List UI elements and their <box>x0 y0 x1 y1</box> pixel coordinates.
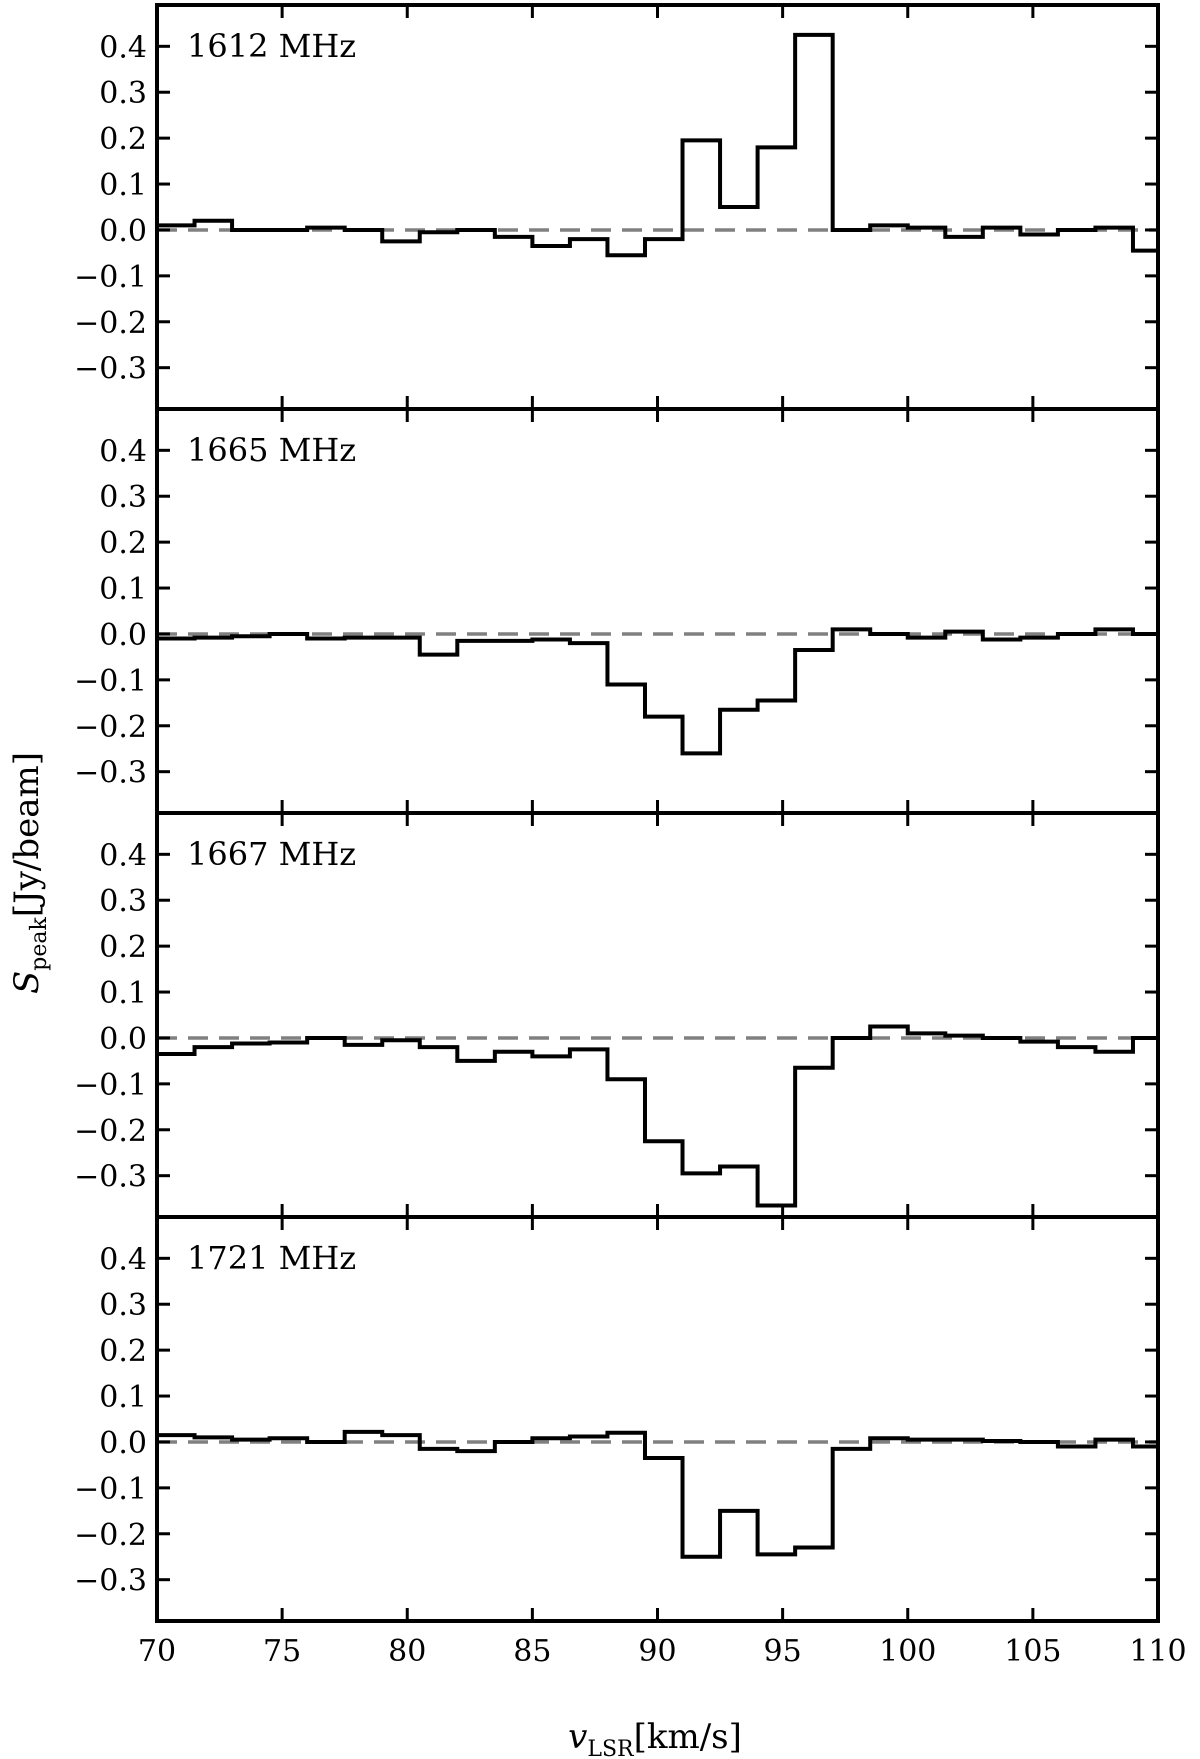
panel-label: 1667 MHz <box>187 835 356 873</box>
y-tick-label: 0.3 <box>99 480 147 515</box>
y-tick-label: −0.2 <box>74 710 147 745</box>
x-axis-label-unit: [km/s] <box>634 1717 742 1757</box>
panel-1667-mhz: 0.4 0.3 0.2 0.1 0.0 −0.1 −0.2 −0.3 1667 MHz <box>74 811 1160 1219</box>
y-tick-label: 0.0 <box>99 618 147 653</box>
x-tick-label: 105 <box>1004 1634 1061 1669</box>
x-tick-label: 70 <box>138 1634 176 1669</box>
y-tick-label: 0.1 <box>99 168 147 203</box>
y-tick-label: −0.3 <box>74 352 147 387</box>
panel-frame <box>155 3 1160 411</box>
y-tick-label: 0.4 <box>99 30 147 65</box>
panel-label: 1665 MHz <box>187 431 356 469</box>
spectrum-line <box>157 1429 1158 1559</box>
x-tick-label: 80 <box>388 1634 426 1669</box>
x-tick-label: 95 <box>764 1634 802 1669</box>
y-tick-label: 0.4 <box>99 838 147 873</box>
y-axis-label: Speak[Jy/beam] <box>7 752 52 994</box>
y-tick-label: −0.1 <box>74 1472 147 1507</box>
x-axis-label: vLSR[km/s] <box>568 1717 742 1759</box>
x-axis-label-sub: LSR <box>587 1737 635 1759</box>
x-tick-label: 85 <box>513 1634 551 1669</box>
y-tick-label: 0.3 <box>99 884 147 919</box>
svg-text:Speak[Jy/beam]: Speak[Jy/beam] <box>7 752 52 994</box>
panel-label: 1612 MHz <box>187 27 356 65</box>
y-tick-label: −0.2 <box>74 1114 147 1149</box>
y-axis-label-main: S <box>7 971 47 994</box>
y-tick-label: −0.1 <box>74 1068 147 1103</box>
y-tick-label: 0.0 <box>99 1022 147 1057</box>
panel-frame <box>155 1215 1160 1623</box>
x-axis-label-main: v <box>568 1717 587 1757</box>
y-tick-label: 0.2 <box>99 526 147 561</box>
y-tick-label: 0.0 <box>99 1426 147 1461</box>
y-tick-label: −0.1 <box>74 260 147 295</box>
y-tick-label: 0.2 <box>99 1334 147 1369</box>
y-tick-label: 0.4 <box>99 434 147 469</box>
y-tick-label: −0.3 <box>74 1564 147 1599</box>
panel-frame <box>155 407 1160 815</box>
y-tick-label: 0.4 <box>99 1242 147 1277</box>
panel-frame <box>155 811 1160 1219</box>
panel-1665-mhz: 0.4 0.3 0.2 0.1 0.0 −0.1 −0.2 −0.3 1665 MHz <box>74 407 1160 815</box>
x-tick-label: 75 <box>263 1634 301 1669</box>
y-tick-label: 0.1 <box>99 1380 147 1415</box>
y-tick-label: 0.2 <box>99 122 147 157</box>
y-axis-label-unit: [Jy/beam] <box>7 752 47 917</box>
y-tick-label: 0.1 <box>99 976 147 1011</box>
y-tick-label: −0.2 <box>74 306 147 341</box>
spectrum-line <box>157 627 1158 756</box>
x-tick-label: 100 <box>879 1634 936 1669</box>
y-tick-label: −0.3 <box>74 1160 147 1195</box>
y-tick-label: 0.3 <box>99 76 147 111</box>
y-tick-label: 0.3 <box>99 1288 147 1323</box>
spectrum-line <box>157 32 1158 258</box>
y-tick-label: −0.3 <box>74 756 147 791</box>
spectrum-line <box>157 1024 1158 1208</box>
panel-1721-mhz: 0.4 0.3 0.2 0.1 0.0 −0.1 −0.2 −0.3 70 75 80 85 90 95 1… <box>74 1215 1187 1669</box>
y-tick-label: 0.2 <box>99 930 147 965</box>
y-axis-label-sub: peak <box>27 917 52 971</box>
y-tick-label: −0.1 <box>74 664 147 699</box>
x-tick-label: 110 <box>1129 1634 1186 1669</box>
panel-1612-mhz: 0.4 0.3 0.2 0.1 0.0 −0.1 −0.2 −0.3 1612 MHz <box>74 3 1160 411</box>
panel-label: 1721 MHz <box>187 1239 356 1277</box>
y-tick-label: 0.0 <box>99 214 147 249</box>
y-tick-label: 0.1 <box>99 572 147 607</box>
y-tick-label: −0.2 <box>74 1518 147 1553</box>
x-tick-label: 90 <box>638 1634 676 1669</box>
